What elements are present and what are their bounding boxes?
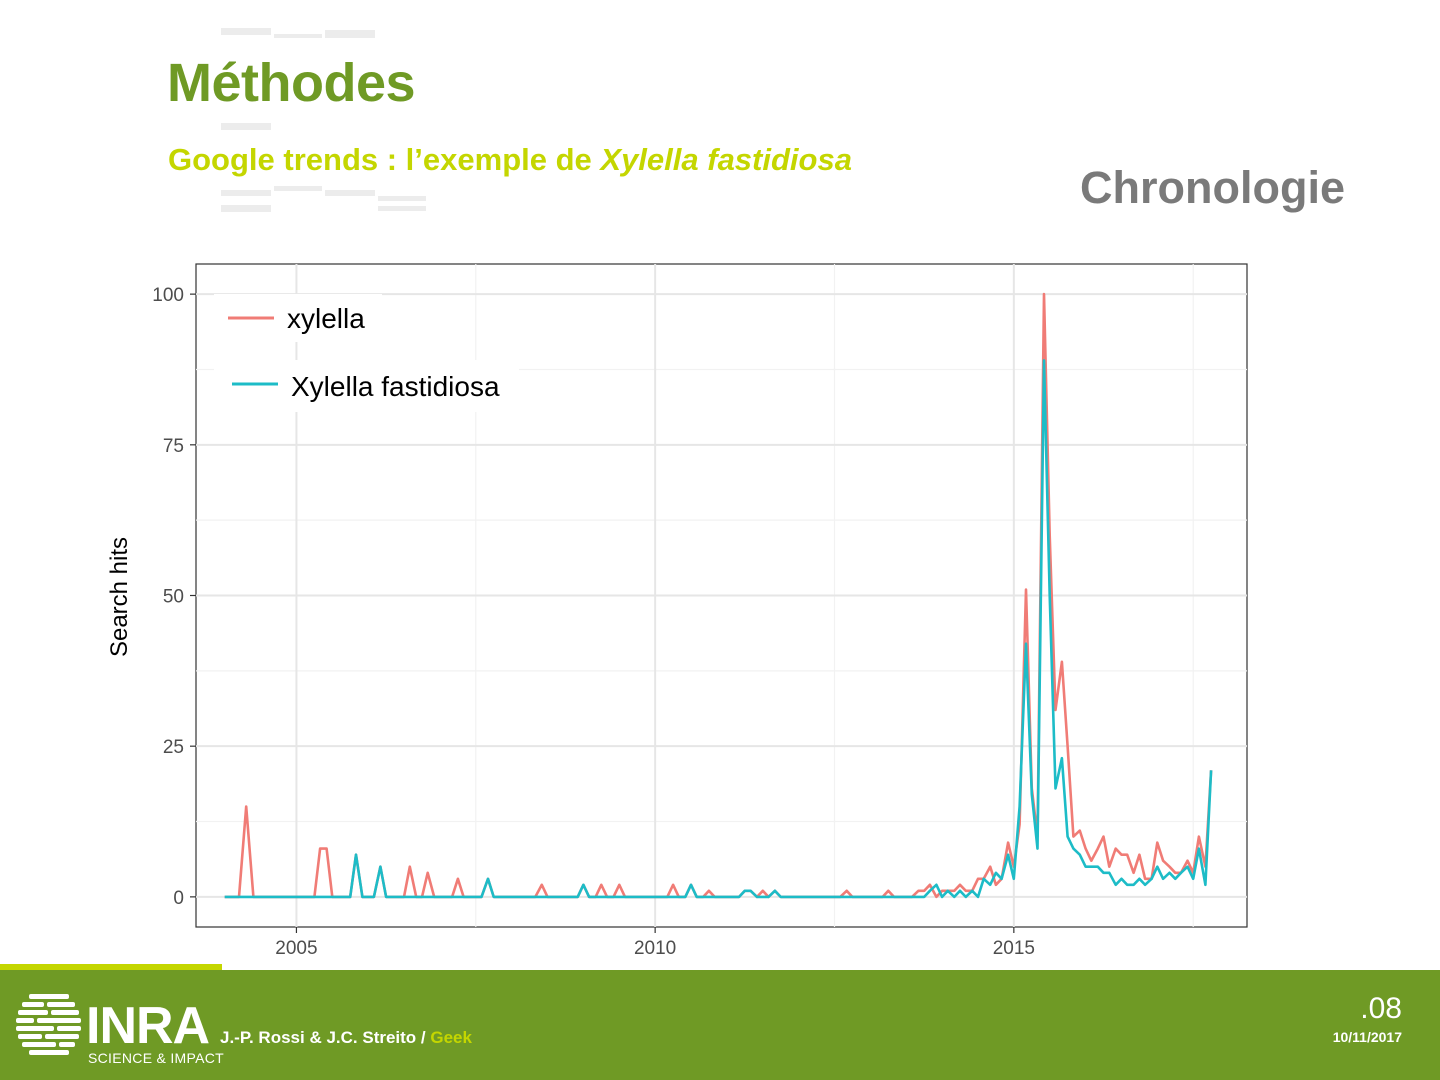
decor-bar — [325, 190, 375, 196]
page-number: .08 — [1360, 992, 1402, 1025]
decor-bar — [221, 190, 271, 196]
logo-tagline: SCIENCE & IMPACT — [88, 1050, 225, 1066]
decor-bar — [378, 196, 426, 201]
section-heading: Chronologie — [1080, 162, 1345, 213]
subtitle-prefix: Google trends : l’exemple de — [168, 142, 601, 177]
footer-bar — [0, 970, 1440, 1080]
logo-wordmark: INRA — [86, 997, 210, 1055]
decor-bar — [274, 34, 322, 38]
trend-chart: 2005 2010 2015 0 25 50 75 100 xylella Xylella fa… — [152, 263, 1248, 959]
y-tick-label: 25 — [163, 737, 184, 758]
x-tick-label: 2015 — [993, 938, 1035, 959]
decor-bar — [221, 123, 271, 130]
x-tick-label: 2005 — [275, 938, 317, 959]
authors-names: J.-P. Rossi & J.C. Streito / — [220, 1028, 431, 1047]
decor-bar — [325, 30, 375, 38]
chart-legend: xylella Xylella fastidiosa — [214, 294, 519, 412]
footer-date: 10/11/2017 — [1332, 1029, 1402, 1045]
y-tick-label: 50 — [163, 587, 184, 608]
slide-subtitle: Google trends : l’exemple de Xylella fas… — [168, 142, 852, 178]
decor-bar — [274, 186, 322, 191]
legend-label: Xylella fastidiosa — [291, 371, 500, 402]
footer-authors: J.-P. Rossi & J.C. Streito / Geek — [220, 1028, 472, 1048]
decor-bar — [221, 205, 271, 212]
series-layer — [224, 292, 1213, 899]
decor-bar — [378, 206, 426, 211]
inra-logo-icon — [16, 994, 81, 1055]
legend-box — [214, 360, 519, 412]
y-tick-label: 100 — [152, 285, 184, 306]
subtitle-species: Xylella fastidiosa — [600, 142, 852, 177]
y-tick-label: 75 — [163, 436, 184, 457]
authors-team: Geek — [430, 1028, 472, 1047]
axis-ticks: 2005 2010 2015 0 25 50 75 100 — [152, 285, 1035, 959]
decor-bar — [221, 28, 271, 35]
series-line-xylella-fastidiosa — [224, 359, 1213, 899]
slide-title: Méthodes — [167, 53, 416, 113]
y-tick-label: 0 — [173, 888, 184, 909]
legend-label: xylella — [287, 303, 365, 334]
footer-accent-bar — [0, 964, 222, 971]
x-tick-label: 2010 — [634, 938, 676, 959]
